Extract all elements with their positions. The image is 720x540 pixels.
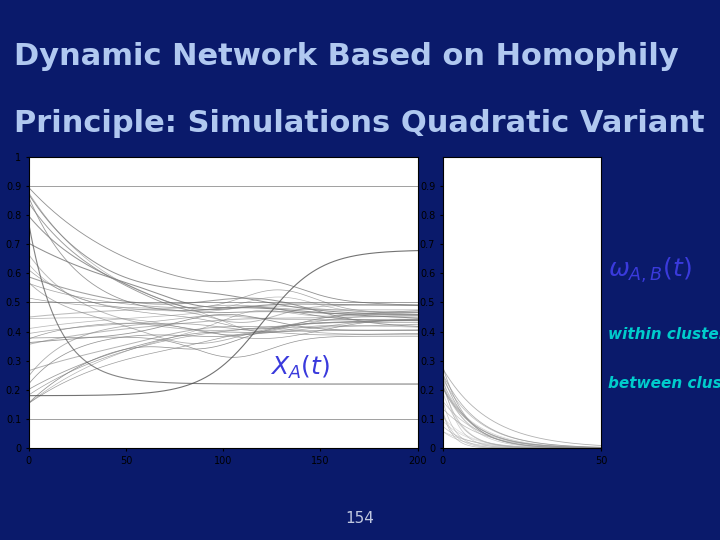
Text: $\omega_{\mathit{A,B}}\mathit{(t)}$: $\omega_{\mathit{A,B}}\mathit{(t)}$ [608, 255, 692, 285]
Text: between clusters: between clusters [608, 376, 720, 391]
Text: 154: 154 [346, 511, 374, 526]
Text: within cluster/: within cluster/ [608, 327, 720, 342]
Text: Dynamic Network Based on Homophily: Dynamic Network Based on Homophily [14, 42, 679, 71]
Text: $\mathit{X}_{\mathit{A}}\mathit{(t)}$: $\mathit{X}_{\mathit{A}}\mathit{(t)}$ [270, 354, 330, 381]
Text: Principle: Simulations Quadratic Variant: Principle: Simulations Quadratic Variant [14, 109, 705, 138]
